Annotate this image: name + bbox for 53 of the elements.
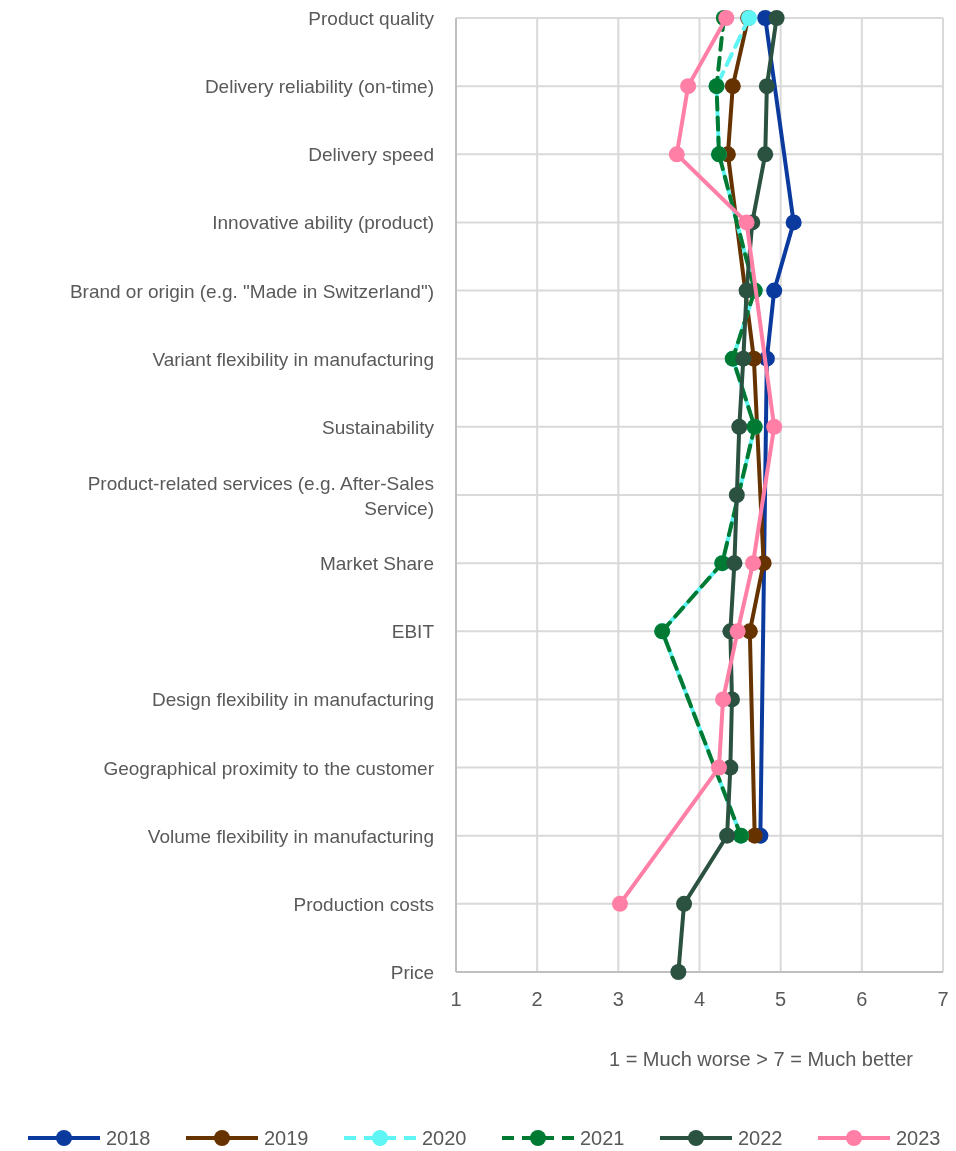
point — [768, 10, 785, 26]
y-tick-label: Geographical proximity to the customer — [103, 757, 435, 779]
point — [729, 623, 746, 640]
y-tick-label: Brand or origin (e.g. "Made in Switzerland") — [69, 280, 434, 302]
legend-label: 2023 — [896, 1127, 941, 1149]
legend-label: 2019 — [264, 1127, 309, 1149]
point — [724, 78, 741, 95]
point — [785, 214, 802, 231]
y-tick-label: Delivery reliability (on-time) — [204, 76, 434, 98]
point — [766, 418, 783, 435]
y-tick-label: Volume flexibility in manufacturing — [147, 825, 434, 847]
point — [766, 282, 783, 299]
point — [731, 418, 748, 435]
y-tick-label: Innovative ability (product) — [212, 212, 434, 234]
x-axis-title: 1 = Much worse > 7 = Much better — [608, 1048, 914, 1070]
x-tick-label: 5 — [775, 988, 787, 1010]
legend-label: 2021 — [580, 1127, 625, 1149]
point — [668, 146, 685, 163]
point — [680, 78, 697, 95]
point — [738, 282, 755, 299]
point — [726, 555, 743, 572]
y-tick-label: Sustainability — [322, 416, 435, 438]
point — [757, 146, 774, 163]
point — [738, 214, 755, 231]
y-tick-label: Product quality — [308, 8, 435, 29]
x-tick-label: 3 — [612, 988, 624, 1010]
y-tick-label: Delivery speed — [308, 144, 434, 166]
y-tick-label: Production costs — [293, 893, 434, 915]
x-tick-label: 6 — [856, 988, 868, 1010]
legend-label: 2018 — [106, 1127, 151, 1149]
x-tick-label: 7 — [937, 988, 949, 1010]
x-tick-label: 4 — [693, 988, 706, 1010]
point — [670, 964, 687, 980]
legend-label: 2020 — [422, 1127, 467, 1149]
x-tick-label: 2 — [531, 988, 543, 1010]
point — [758, 78, 775, 95]
y-tick-label: Variant flexibility in manufacturing — [152, 348, 434, 370]
x-tick-label: 1 — [450, 988, 462, 1010]
y-tick-label: Design flexibility in manufacturing — [152, 689, 434, 711]
point — [735, 350, 752, 367]
legend-label: 2022 — [738, 1127, 783, 1149]
y-tick-label: Market Share — [319, 553, 434, 575]
point — [719, 827, 736, 844]
y-tick-label: EBIT — [391, 621, 435, 643]
y-tick-label: Price — [390, 962, 434, 983]
point — [746, 827, 763, 844]
point — [745, 555, 762, 572]
point — [676, 895, 693, 912]
point — [728, 487, 745, 503]
point — [710, 759, 727, 776]
point — [715, 691, 732, 708]
y-tick-label: Product-related services (e.g. After-Sales Service) — [87, 473, 434, 519]
point — [611, 895, 628, 912]
